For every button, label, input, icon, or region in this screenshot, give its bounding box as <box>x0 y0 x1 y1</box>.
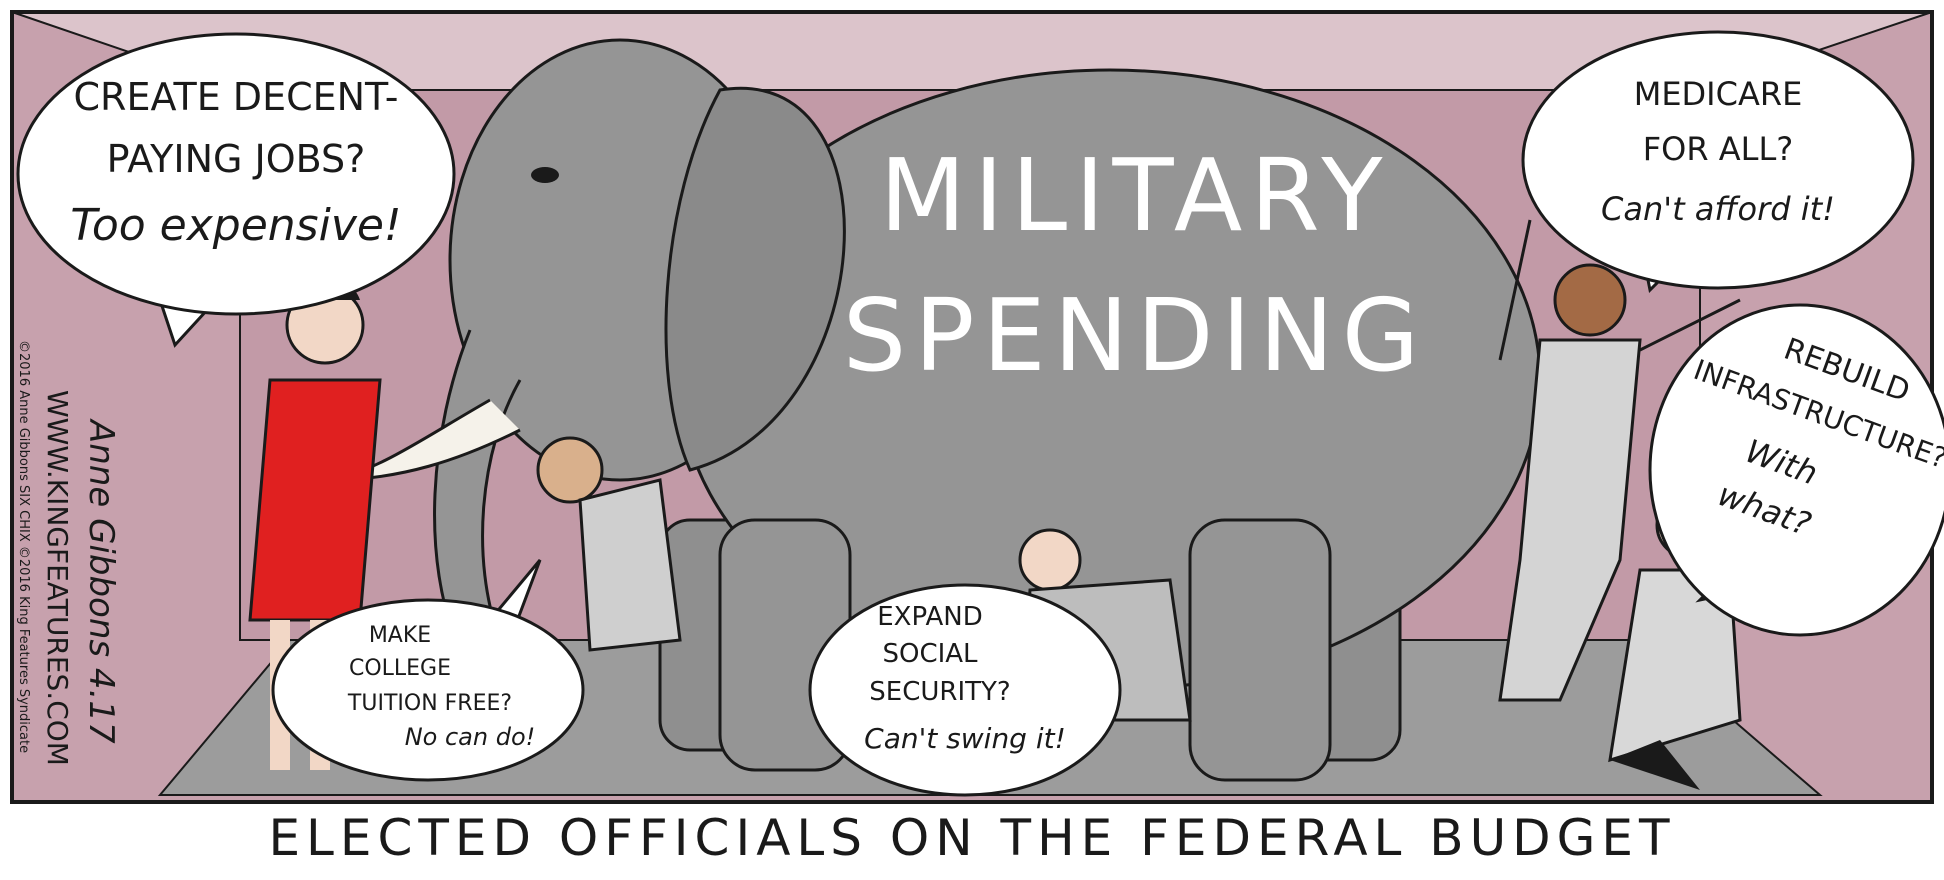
bubble-line: CREATE DECENT- <box>74 75 399 119</box>
bubble-line: Can't afford it! <box>1601 190 1835 228</box>
bubble-line: FOR ALL? <box>1643 130 1794 168</box>
cartoon: MILITARY SPENDING CREATE DECENT- PAYING … <box>0 0 1944 880</box>
bubble-line: Can't swing it! <box>864 722 1066 755</box>
website: WWW.KINGFEATURES.COM <box>41 390 74 766</box>
elephant-label: SPENDING <box>843 277 1428 394</box>
bubble-line: PAYING JOBS? <box>107 137 366 181</box>
bubble-line: MEDICARE <box>1634 75 1803 113</box>
bubble-line: TUITION FREE? <box>347 691 512 716</box>
page: {"panel": { "elephant_label": ["MILITARY… <box>0 0 1944 880</box>
speech-bubble: EXPAND SOCIAL SECURITY? Can't swing it! <box>810 585 1120 795</box>
bubble-line: SECURITY? <box>869 677 1010 707</box>
bubble-line: MAKE <box>369 623 431 648</box>
speech-bubble: MEDICARE FOR ALL? Can't afford it! <box>1523 32 1913 290</box>
bubble-line: COLLEGE <box>349 656 451 681</box>
bubble-line: SOCIAL <box>882 639 978 669</box>
elephant-label: MILITARY <box>880 137 1391 254</box>
speech-bubble: REBUILD INFRASTRUCTURE? With what? <box>1650 305 1944 635</box>
caption: ELECTED OFFICIALS ON THE FEDERAL BUDGET <box>268 809 1675 867</box>
signature: Anne Gibbons 4.17 <box>81 418 121 744</box>
bubble-line: No can do! <box>405 723 536 751</box>
bubble-line: Too expensive! <box>70 200 401 251</box>
copyright: ©2016 Anne Gibbons SIX CHIX ©2016 King F… <box>16 340 31 753</box>
bubble-line: EXPAND <box>877 602 983 632</box>
